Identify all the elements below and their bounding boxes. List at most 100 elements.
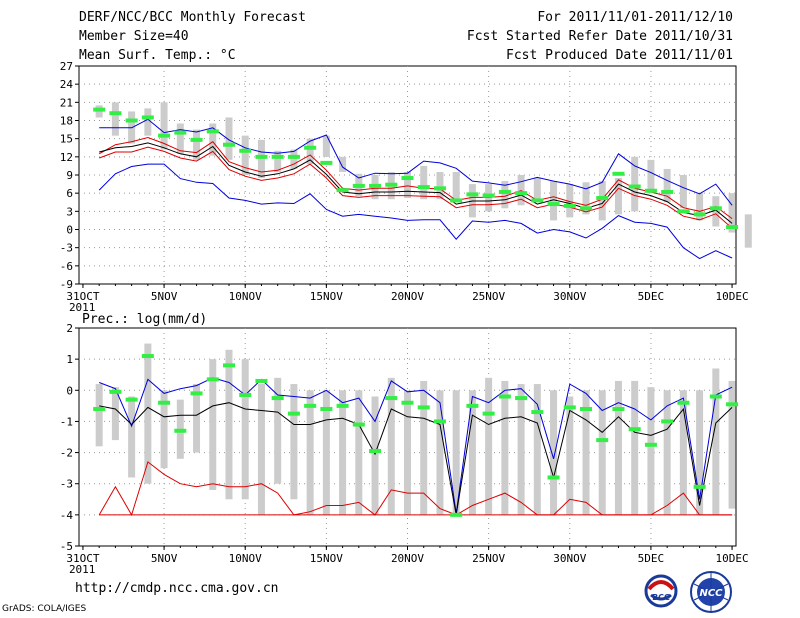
ncc-logo-text: NCC: [699, 588, 723, 599]
temperature-median-marker: [369, 183, 382, 188]
precipitation-median-marker: [693, 484, 706, 489]
temperature-series-lower: [99, 146, 733, 229]
precipitation-x-tick-label: 30NOV: [553, 552, 586, 565]
temperature-median-marker: [531, 198, 544, 203]
temperature-y-tick-label: 3: [66, 205, 73, 218]
temperature-median-marker: [661, 189, 674, 194]
temperature-median-marker: [547, 202, 560, 207]
precipitation-median-marker: [93, 406, 106, 411]
precipitation-median-marker: [433, 419, 446, 424]
temperature-median-marker: [693, 212, 706, 217]
precipitation-box: [696, 390, 704, 515]
precipitation-box: [257, 384, 265, 515]
precipitation-median-marker: [563, 405, 576, 410]
temperature-x-tick-label: 31OCT: [66, 290, 99, 303]
temperature-median-marker: [385, 182, 398, 187]
precipitation-y-tick-label: -2: [60, 447, 73, 460]
temperature-median-marker: [450, 198, 463, 203]
temperature-box: [679, 175, 687, 209]
precipitation-median-marker: [352, 422, 365, 427]
precipitation-box: [566, 396, 574, 515]
precipitation-median-marker: [709, 394, 722, 399]
temperature-box: [550, 181, 558, 221]
temperature-y-tick-label: 24: [60, 78, 74, 91]
precipitation-box: [160, 390, 168, 469]
precipitation-median-marker: [644, 442, 657, 447]
temperature-box: [339, 156, 347, 172]
temperature-y-tick-label: 27: [60, 60, 73, 73]
precipitation-box: [95, 384, 103, 447]
precipitation-box: [728, 380, 736, 509]
precipitation-box: [404, 390, 411, 515]
temperature-median-marker: [304, 145, 317, 150]
precipitation-box: [306, 390, 314, 515]
precipitation-y-tick-label: -1: [60, 415, 73, 428]
temperature-y-tick-label: -3: [60, 242, 73, 255]
temperature-median-marker: [158, 133, 171, 138]
precipitation-x-tick-label: 20NOV: [391, 552, 424, 565]
temperature-median-marker: [612, 171, 625, 176]
precipitation-median-marker: [677, 400, 690, 405]
temperature-box: [176, 123, 184, 154]
bcc-logo: BCC: [644, 574, 678, 608]
temperature-median-marker: [580, 206, 593, 211]
temperature-median-marker: [287, 154, 300, 159]
precipitation-box: [614, 380, 622, 515]
temperature-box: [582, 182, 590, 215]
temperature-median-marker: [336, 188, 349, 193]
precipitation-box: [225, 349, 233, 500]
precipitation-median-marker: [174, 428, 187, 433]
forecast-produced: Fcst Produced Date 2011/11/01: [506, 48, 733, 63]
temperature-box: [647, 159, 655, 194]
precipitation-y-tick-label: 2: [66, 322, 73, 335]
precipitation-box: [371, 396, 379, 515]
temperature-x-tick-label: 10NOV: [229, 290, 262, 303]
temperature-x-tick-year: 2011: [69, 301, 96, 314]
temperature-box: [696, 193, 704, 221]
temperature-box: [144, 108, 152, 136]
temperature-median-marker: [563, 203, 576, 208]
precipitation-box: [436, 390, 444, 515]
temperature-box: [566, 184, 574, 218]
precipitation-median-marker: [450, 512, 463, 517]
precipitation-box: [387, 377, 395, 515]
precipitation-median-marker: [206, 377, 219, 382]
forecast-started: Fcst Started Refer Date 2011/10/31: [466, 29, 733, 44]
precipitation-x-tick-label: 10NOV: [229, 552, 262, 565]
temperature-box: [306, 138, 314, 165]
temperature-y-tick-label: 0: [66, 224, 73, 237]
precipitation-median-marker: [125, 397, 138, 402]
temperature-box: [290, 149, 298, 169]
variable-label: Mean Surf. Temp.: °C: [79, 48, 236, 63]
precipitation-median-marker: [417, 405, 430, 410]
precipitation-box: [631, 380, 639, 515]
temperature-median-marker: [644, 188, 657, 193]
temperature-median-marker: [498, 189, 511, 194]
precipitation-median-marker: [385, 396, 398, 401]
temperature-box: [517, 175, 525, 206]
precipitation-median-marker: [596, 438, 609, 443]
temperature-median-marker: [141, 115, 154, 120]
temperature-box: [225, 117, 233, 160]
temperature-box: [436, 171, 444, 200]
temperature-y-tick-label: 9: [66, 169, 73, 182]
temperature-median-marker: [320, 160, 333, 165]
temperature-box: [452, 171, 460, 201]
precipitation-x-tick-label: 5NOV: [151, 552, 178, 565]
precipitation-box: [355, 390, 363, 515]
temperature-box: [111, 102, 119, 136]
precipitation-x-tick-label: 15NOV: [310, 552, 343, 565]
precipitation-box: [452, 390, 460, 515]
precipitation-y-tick-label: 1: [66, 353, 73, 366]
temperature-y-tick-label: 15: [60, 133, 73, 146]
precipitation-x-tick-label: 5DEC: [638, 552, 665, 565]
temperature-x-tick-label: 20NOV: [391, 290, 424, 303]
precipitation-x-tick-label: 10DEC: [715, 552, 748, 565]
precipitation-series-mean: [99, 402, 733, 515]
temperature-box: [322, 135, 330, 157]
temperature-box: [598, 181, 606, 221]
source-url[interactable]: http://cmdp.ncc.cma.gov.cn: [75, 581, 279, 596]
temperature-median-marker: [401, 176, 414, 181]
temperature-series-max: [99, 118, 733, 206]
precipitation-y-tick-label: -4: [60, 509, 74, 522]
